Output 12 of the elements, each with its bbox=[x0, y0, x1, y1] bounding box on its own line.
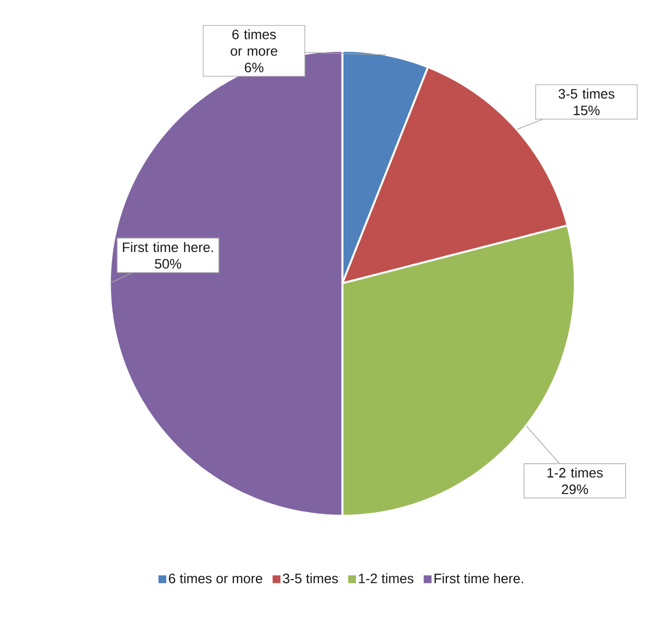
slice-label: 1-2 times bbox=[547, 467, 603, 478]
data-label: 15% bbox=[574, 105, 600, 116]
slice-label: 6 times or more bbox=[230, 29, 278, 56]
legend-label: 6 times or more bbox=[168, 573, 262, 584]
data-label: 6% bbox=[244, 62, 264, 72]
slice-label: First time here. bbox=[122, 242, 213, 252]
legend-label: 1-2 times bbox=[358, 573, 414, 584]
slice-label: 3-5 times bbox=[558, 88, 614, 99]
data-label: 29% bbox=[562, 484, 588, 494]
data-label: 50% bbox=[154, 258, 182, 268]
legend-label: First time here. bbox=[434, 573, 524, 584]
legend-label: 3-5 times bbox=[282, 573, 338, 584]
